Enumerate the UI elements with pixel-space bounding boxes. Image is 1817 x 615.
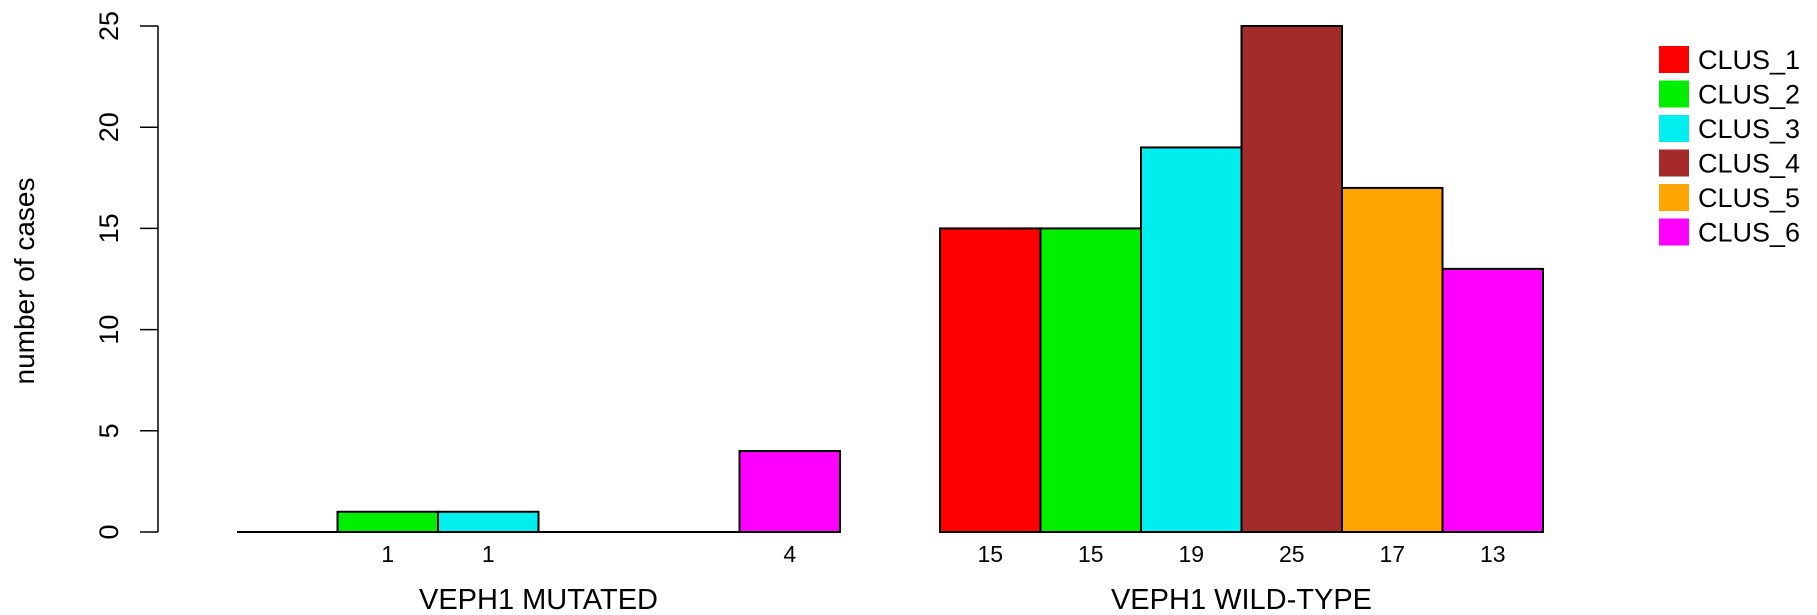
y-axis: 0 5 10 15 20 25 [94,11,159,540]
group-label: VEPH1 MUTATED [419,584,658,615]
bar [1140,146,1243,533]
y-tick-label: 0 [94,524,124,539]
data-label: 19 [1178,541,1204,567]
bar [1240,25,1343,533]
legend: CLUS_1 CLUS_2 CLUS_3 CLUS_4 CLUS_5 CLUS_6 [1659,45,1800,248]
data-labels: 1 1 4 15 15 19 25 17 13 [381,541,1505,567]
y-tick-label: 15 [94,213,124,243]
y-axis-label: number of cases [9,178,40,385]
y-tick-label: 25 [94,11,124,41]
data-label: 15 [977,541,1003,567]
y-tick-label: 10 [94,315,124,345]
bar [1441,267,1544,533]
y-tick-label: 5 [94,423,124,438]
data-label: 13 [1480,541,1506,567]
legend-swatch [1659,115,1689,142]
y-tick-label: 20 [94,112,124,142]
legend-label: CLUS_3 [1698,114,1800,144]
bar [738,450,841,534]
bar [336,510,439,534]
legend-label: CLUS_4 [1698,149,1800,179]
data-label: 15 [1078,541,1104,567]
legend-swatch [1659,184,1689,211]
data-label: 4 [783,541,796,567]
bar [939,227,1042,533]
group-label: VEPH1 WILD-TYPE [1111,584,1372,615]
legend-label: CLUS_2 [1698,80,1800,110]
legend-swatch [1659,149,1689,177]
legend-swatch [1659,218,1689,246]
data-label: 25 [1279,541,1305,567]
legend-swatch [1659,46,1689,73]
data-label: 1 [482,541,495,567]
legend-label: CLUS_6 [1698,218,1800,248]
data-label: 1 [381,541,394,567]
data-label: 17 [1379,541,1405,567]
group-labels: VEPH1 MUTATED VEPH1 WILD-TYPE [419,584,1372,615]
bar [1039,227,1142,533]
legend-swatch [1659,80,1689,108]
legend-label: CLUS_5 [1698,183,1800,213]
bar [437,510,540,534]
bar [1341,186,1444,533]
legend-label: CLUS_1 [1698,45,1800,75]
bars [237,25,1544,534]
